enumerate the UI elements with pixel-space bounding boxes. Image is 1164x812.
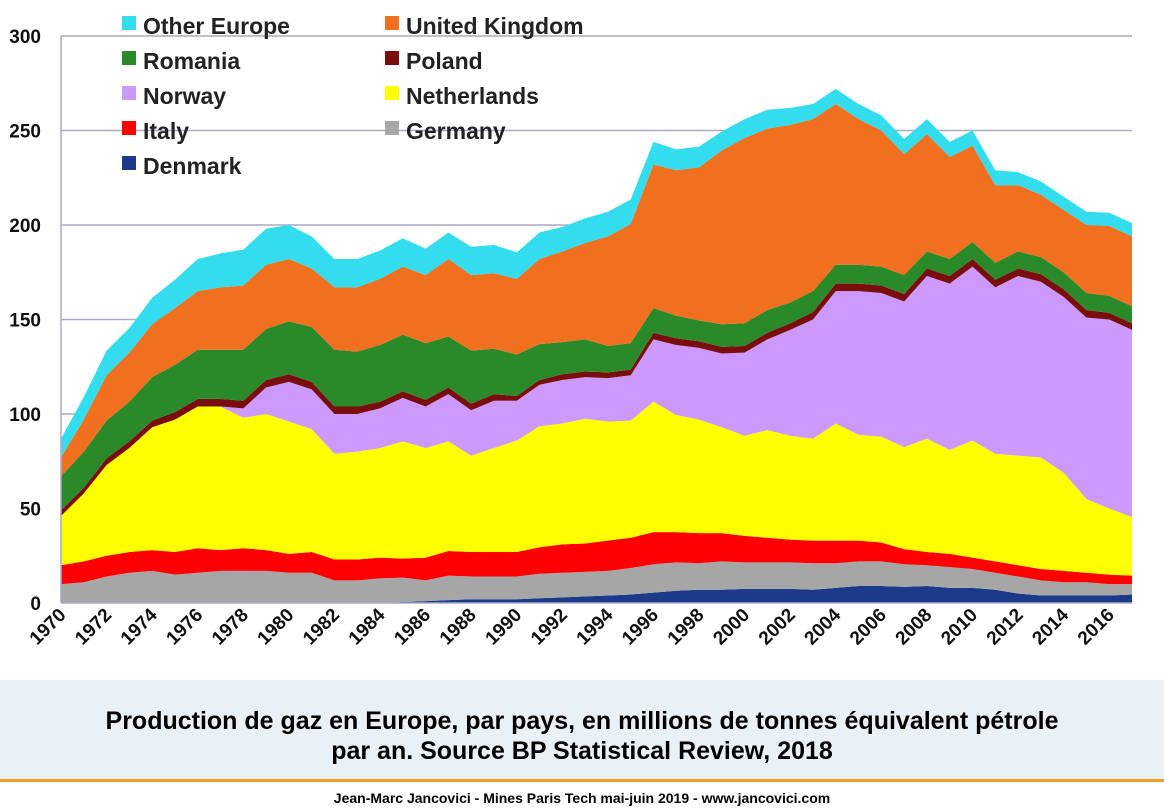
x-tick-label-1972: 1972 (71, 605, 116, 650)
chart-caption: Production de gaz en Europe, par pays, e… (0, 706, 1164, 766)
x-tick-label-1980: 1980 (254, 605, 299, 650)
area-romania (61, 242, 1132, 511)
y-tick-label-150: 150 (9, 311, 41, 332)
legend-swatch-italy (122, 121, 136, 135)
area-denmark (61, 585, 1132, 603)
x-tick-label-1984: 1984 (345, 604, 390, 649)
y-tick-label-200: 200 (9, 216, 41, 237)
area-germany (61, 561, 1132, 603)
legend-swatch-norway (122, 86, 136, 100)
x-tick-label-2016: 2016 (1074, 605, 1119, 650)
x-tick-label-1990: 1990 (482, 605, 527, 650)
y-tick-label-0: 0 (30, 594, 41, 615)
legend-item-united-kingdom: United Kingdom (385, 13, 584, 39)
x-tick-label-1992: 1992 (527, 605, 572, 650)
x-tick-label-1996: 1996 (618, 605, 663, 650)
legend-label-united-kingdom: United Kingdom (406, 13, 584, 39)
footer-divider (0, 779, 1164, 782)
legend-swatch-romania (122, 51, 136, 65)
x-tick-label-2008: 2008 (892, 605, 937, 650)
x-tick-label-2014: 2014 (1028, 604, 1073, 649)
legend-item-denmark: Denmark (122, 153, 242, 179)
legend-swatch-netherlands (385, 86, 399, 100)
legend-item-other-europe: Other Europe (122, 13, 290, 39)
legend-item-germany: Germany (385, 118, 506, 144)
area-norway (61, 266, 1132, 518)
legend-label-other-europe: Other Europe (143, 13, 290, 39)
x-tick-label-1986: 1986 (390, 605, 435, 650)
legend-swatch-other-europe (122, 16, 136, 30)
legend: Other Europe United Kingdom Romania Poland N… (122, 13, 584, 179)
y-tick-label-300: 300 (9, 27, 41, 48)
x-tick-label-2010: 2010 (937, 605, 982, 650)
legend-label-italy: Italy (143, 118, 189, 144)
area-netherlands (61, 401, 1132, 576)
legend-label-denmark: Denmark (143, 153, 242, 179)
legend-item-norway: Norway (122, 83, 226, 109)
y-tick-label-50: 50 (20, 500, 41, 521)
legend-swatch-denmark (122, 156, 136, 170)
caption-background (0, 680, 1164, 780)
x-tick-label-1978: 1978 (208, 605, 253, 650)
x-axis-tick-labels: 1970 1972 1974 1976 1978 1980 1982 1984 1986 1988… (26, 604, 1119, 649)
footer-credit: Jean-Marc Jancovici - Mines Paris Tech m… (333, 790, 831, 806)
stacked-area-chart: 0 50 100 150 200 250 300 1970 1972 1974 1976 1978 1… (9, 13, 1132, 649)
legend-label-germany: Germany (406, 118, 506, 144)
legend-label-norway: Norway (143, 83, 226, 109)
x-tick-label-1998: 1998 (664, 605, 709, 650)
area-united-kingdom (61, 104, 1132, 477)
caption-line-2: par an. Source BP Statistical Review, 20… (331, 737, 833, 765)
legend-item-netherlands: Netherlands (385, 83, 539, 109)
y-tick-label-250: 250 (9, 122, 41, 143)
x-tick-label-1988: 1988 (436, 605, 481, 650)
x-tick-label-2004: 2004 (801, 604, 846, 649)
y-tick-label-100: 100 (9, 405, 41, 426)
legend-label-romania: Romania (143, 48, 240, 74)
axes (60, 36, 1132, 604)
legend-item-italy: Italy (122, 118, 189, 144)
x-tick-label-1974: 1974 (117, 604, 162, 649)
area-italy (61, 532, 1132, 585)
area-series-layer (61, 88, 1132, 603)
legend-label-poland: Poland (406, 48, 483, 74)
x-tick-label-1982: 1982 (299, 605, 344, 650)
x-tick-label-2002: 2002 (755, 605, 800, 650)
x-tick-label-1994: 1994 (573, 604, 618, 649)
x-tick-label-2012: 2012 (983, 605, 1028, 650)
legend-swatch-poland (385, 51, 399, 65)
legend-label-netherlands: Netherlands (406, 83, 539, 109)
y-axis-tick-labels: 0 50 100 150 200 250 300 (9, 27, 41, 615)
legend-swatch-germany (385, 121, 399, 135)
legend-item-poland: Poland (385, 48, 483, 74)
legend-item-romania: Romania (122, 48, 240, 74)
x-tick-label-1976: 1976 (163, 605, 208, 650)
x-tick-label-2000: 2000 (709, 605, 754, 650)
caption-line-1: Production de gaz en Europe, par pays, e… (105, 707, 1059, 735)
legend-swatch-united-kingdom (385, 16, 399, 30)
x-tick-label-2006: 2006 (846, 605, 891, 650)
